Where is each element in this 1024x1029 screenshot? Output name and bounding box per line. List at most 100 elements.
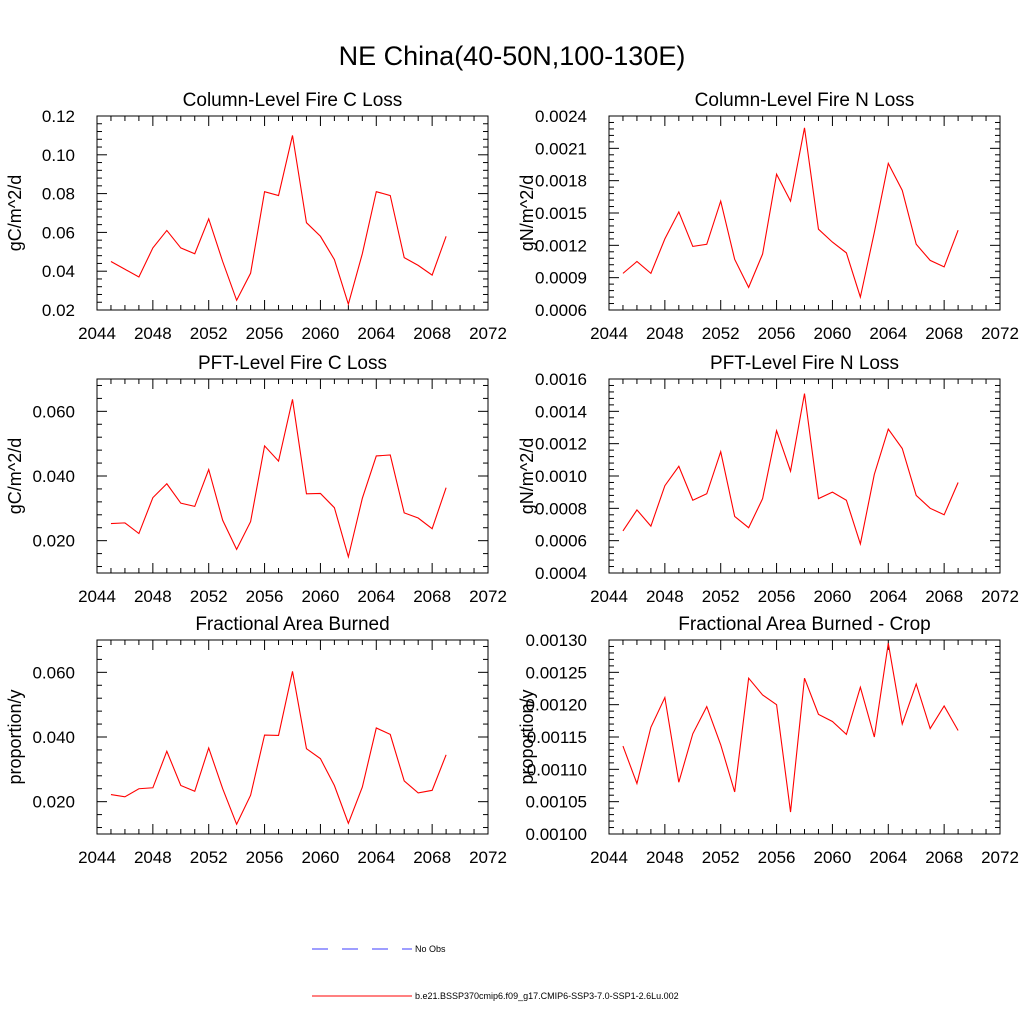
x-tick-label: 2044: [78, 587, 116, 606]
x-tick-label: 2048: [134, 324, 172, 343]
x-tick-label: 2064: [357, 587, 395, 606]
y-axis-label: gC/m^2/d: [5, 175, 25, 251]
plot-frame: [608, 378, 1001, 574]
x-tick-label: 2060: [814, 848, 852, 867]
x-tick-label: 2052: [702, 324, 740, 343]
series-line-1: [110, 399, 447, 560]
x-tick-label: 2072: [981, 324, 1019, 343]
x-tick-label: 2056: [758, 848, 796, 867]
y-tick-label: 0.00100: [526, 825, 587, 844]
panel-title: Fractional Area Burned: [195, 614, 389, 635]
y-tick-label: 0.0018: [535, 172, 587, 191]
panel-4: 2044 2048 2052 2056 2060 2064 2068 2072 0.0004 0.…: [517, 353, 1019, 606]
y-tick-label: 0.020: [32, 532, 75, 551]
y-tick-label: 0.08: [42, 185, 75, 204]
x-tick-label: 2056: [758, 324, 796, 343]
series-line-1: [622, 127, 959, 300]
y-tick-label: 0.060: [32, 402, 75, 421]
y-tick-label: 0.02: [42, 301, 75, 320]
x-tick-label: 2056: [246, 324, 284, 343]
x-tick-label: 2044: [78, 324, 116, 343]
x-tick-label: 2072: [981, 587, 1019, 606]
x-tick-label: 2052: [702, 587, 740, 606]
x-tick-label: 2064: [869, 587, 907, 606]
panel-2: 2044 2048 2052 2056 2060 2064 2068 2072 0.0006 0.…: [517, 90, 1019, 343]
x-tick-label: 2052: [702, 848, 740, 867]
y-tick-label: 0.0006: [535, 301, 587, 320]
legend-label-model: b.e21.BSSP370cmip6.f09_g17.CMIP6-SSP3-7.…: [415, 991, 679, 1001]
panel-title: Column-Level Fire N Loss: [695, 90, 915, 111]
legend: No Obs b.e21.BSSP370cmip6.f09_g17.CMIP6-…: [312, 944, 679, 1001]
y-axis-label: gN/m^2/d: [517, 175, 537, 251]
x-tick-label: 2064: [869, 324, 907, 343]
panel-title: PFT-Level Fire C Loss: [198, 353, 387, 374]
y-tick-label: 0.0021: [535, 139, 587, 158]
panel-3: 2044 2048 2052 2056 2060 2064 2068 2072 0.020 0.0…: [5, 353, 507, 606]
y-tick-label: 0.00110: [527, 760, 587, 779]
y-tick-label: 0.0016: [535, 370, 587, 389]
x-tick-label: 2068: [925, 324, 963, 343]
plot-frame: [608, 639, 1001, 835]
y-tick-label: 0.0015: [535, 204, 587, 223]
x-tick-label: 2064: [869, 848, 907, 867]
y-tick-label: 0.06: [42, 223, 75, 242]
x-tick-label: 2052: [190, 587, 228, 606]
y-axis-label: gC/m^2/d: [5, 438, 25, 514]
x-tick-label: 2072: [469, 848, 507, 867]
x-tick-label: 2068: [413, 848, 451, 867]
y-tick-label: 0.00120: [526, 696, 587, 715]
x-tick-label: 2072: [469, 587, 507, 606]
figure-title: NE China(40-50N,100-130E): [339, 41, 686, 71]
y-tick-label: 0.00105: [526, 793, 587, 812]
x-tick-label: 2044: [590, 324, 628, 343]
x-tick-label: 2072: [981, 848, 1019, 867]
y-tick-label: 0.00115: [527, 728, 587, 747]
x-tick-label: 2056: [758, 587, 796, 606]
x-tick-label: 2060: [302, 324, 340, 343]
y-tick-label: 0.0014: [535, 402, 587, 421]
x-tick-label: 2044: [78, 848, 116, 867]
chart-panels: 2044 2048 2052 2056 2060 2064 2068 2072 0.02 0.04…: [5, 90, 1019, 867]
y-tick-label: 0.0012: [535, 236, 587, 255]
x-tick-label: 2068: [925, 848, 963, 867]
y-tick-label: 0.12: [42, 107, 75, 126]
x-tick-label: 2060: [814, 587, 852, 606]
x-tick-label: 2060: [814, 324, 852, 343]
panel-title: Fractional Area Burned - Crop: [678, 614, 930, 635]
x-tick-label: 2052: [190, 324, 228, 343]
y-axis-label: proportion/y: [517, 689, 537, 784]
y-tick-label: 0.0009: [535, 269, 587, 288]
panel-title: Column-Level Fire C Loss: [183, 90, 403, 111]
y-tick-label: 0.0010: [535, 467, 587, 486]
panel-5: 2044 2048 2052 2056 2060 2064 2068 2072 0.020 0.0…: [5, 614, 507, 867]
x-tick-label: 2068: [925, 587, 963, 606]
series-line-1: [110, 135, 447, 307]
y-tick-label: 0.0006: [535, 532, 587, 551]
x-tick-label: 2044: [590, 848, 628, 867]
panel-6: 2044 2048 2052 2056 2060 2064 2068 2072 0.00100 0…: [517, 614, 1019, 867]
legend-label-no-obs: No Obs: [415, 944, 446, 954]
x-tick-label: 2064: [357, 848, 395, 867]
y-tick-label: 0.0008: [535, 499, 587, 518]
x-tick-label: 2068: [413, 324, 451, 343]
y-tick-label: 0.00125: [526, 663, 587, 682]
panel-1: 2044 2048 2052 2056 2060 2064 2068 2072 0.02 0.04…: [5, 90, 507, 343]
x-tick-label: 2048: [134, 848, 172, 867]
x-tick-label: 2056: [246, 587, 284, 606]
y-tick-label: 0.0024: [535, 107, 587, 126]
x-tick-label: 2048: [646, 324, 684, 343]
series-line-1: [622, 643, 959, 813]
x-tick-label: 2048: [646, 587, 684, 606]
x-tick-label: 2060: [302, 587, 340, 606]
x-tick-label: 2048: [646, 848, 684, 867]
plot-frame: [96, 115, 489, 311]
x-tick-label: 2060: [302, 848, 340, 867]
y-tick-label: 0.00130: [526, 631, 587, 650]
x-tick-label: 2068: [413, 587, 451, 606]
y-tick-label: 0.060: [32, 663, 75, 682]
y-tick-label: 0.040: [32, 728, 75, 747]
y-tick-label: 0.10: [42, 146, 75, 165]
x-tick-label: 2064: [357, 324, 395, 343]
x-tick-label: 2072: [469, 324, 507, 343]
